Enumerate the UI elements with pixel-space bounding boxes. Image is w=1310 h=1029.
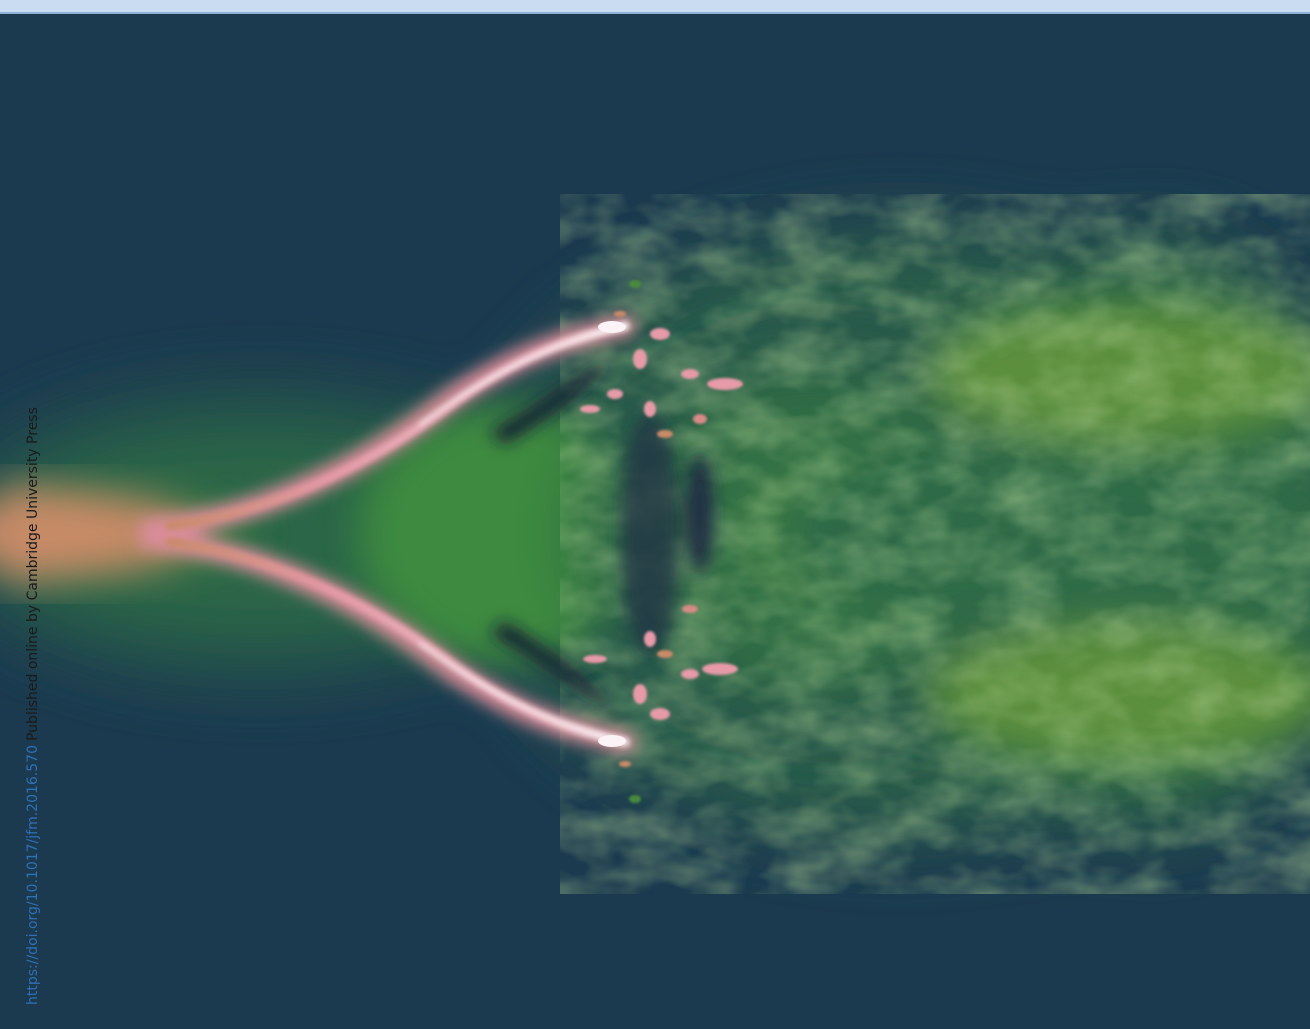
lower-shear-layer — [165, 537, 630, 747]
dark-vortex-cores — [490, 359, 714, 708]
flow-field-svg — [0, 14, 1310, 1029]
upper-shear-layer — [165, 321, 630, 531]
flow-visualization-image — [0, 14, 1310, 1029]
publisher-note: Published online by Cambridge University… — [25, 407, 41, 742]
top-border-strip — [0, 0, 1310, 14]
side-credit-line: https://doi.org/10.1017/jfm.2016.570 Publ… — [24, 407, 42, 1005]
turbulent-wake-texture — [560, 194, 1310, 894]
jet-core — [0, 484, 260, 584]
breakdown-blobs — [580, 280, 743, 803]
shear-layer-tips — [598, 321, 626, 747]
doi-link[interactable]: https://doi.org/10.1017/jfm.2016.570 — [25, 745, 41, 1005]
